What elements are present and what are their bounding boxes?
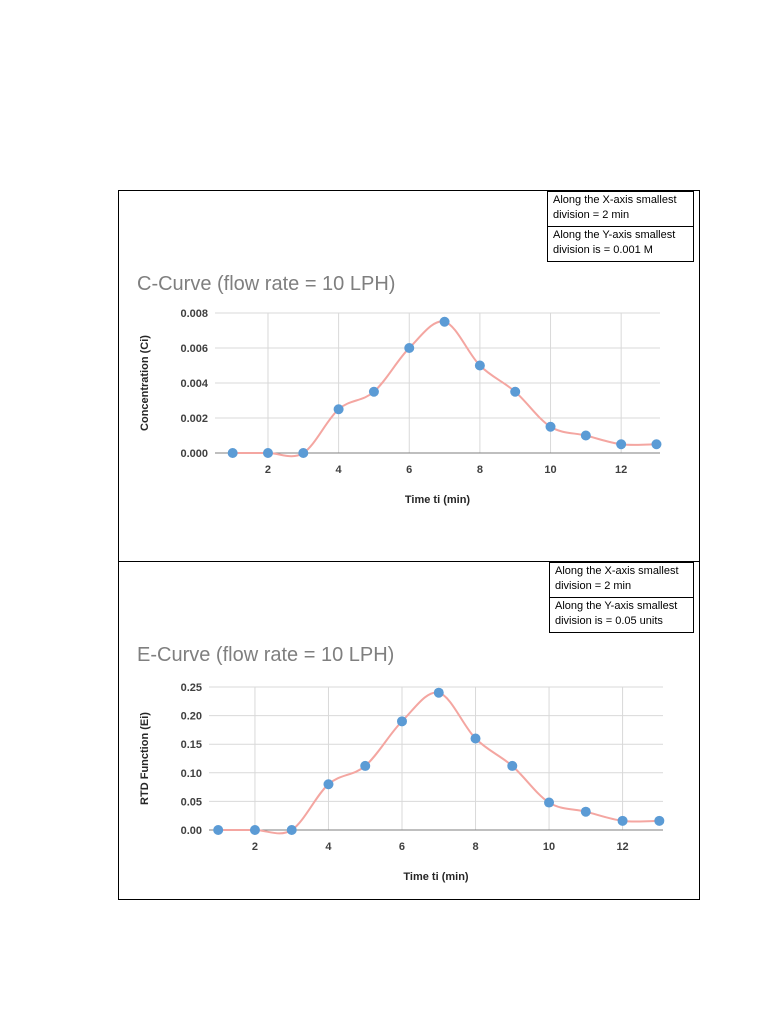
y-division-note: Along the Y-axis smallest division is = …	[547, 226, 694, 262]
y-tick-label: 0.008	[180, 308, 208, 320]
y-tick-label: 0.10	[181, 768, 202, 780]
y-tick-label: 0.00	[181, 825, 202, 837]
c-curve-chart: 0.000 0.002 0.004 0.006 0.008 2 4 6 8 10 12 Time ti…	[139, 308, 662, 506]
y-tick-label: 0.15	[181, 739, 202, 751]
data-point	[470, 733, 481, 744]
x-tick-label: 8	[477, 464, 483, 476]
data-point	[360, 760, 371, 771]
data-point	[286, 825, 297, 835]
e-curve-panel: Along the X-axis smallest division = 2 m…	[118, 561, 700, 900]
y-tick-label: 0.002	[180, 413, 208, 425]
x-tick-label: 10	[543, 841, 555, 853]
e-curve-chart: 0.00 0.05 0.10 0.15 0.20 0.25 2 4 6 8 10 12 Time ti …	[139, 682, 665, 883]
data-point	[510, 386, 521, 397]
data-point	[404, 343, 415, 353]
chart-title: C-Curve (flow rate = 10 LPH)	[137, 273, 396, 295]
data-point	[433, 687, 444, 698]
data-point	[368, 386, 379, 397]
x-tick-label: 4	[336, 464, 343, 476]
data-point	[544, 797, 555, 808]
data-point	[227, 448, 238, 458]
x-tick-label: 12	[615, 464, 627, 476]
data-point	[439, 316, 450, 327]
data-point	[616, 439, 627, 450]
trend-line	[218, 691, 660, 835]
data-point	[298, 448, 309, 458]
data-point	[580, 806, 591, 817]
x-tick-label: 10	[544, 464, 556, 476]
x-tick-label: 6	[406, 464, 412, 476]
y-tick-label: 0.004	[180, 378, 208, 390]
data-point	[507, 760, 518, 771]
data-point	[545, 421, 556, 432]
y-tick-label: 0.05	[181, 796, 202, 808]
data-point	[617, 815, 628, 826]
y-tick-label: 0.20	[181, 711, 202, 723]
x-axis-title: Time ti (min)	[405, 494, 471, 506]
x-axis-title: Time ti (min)	[403, 871, 469, 883]
data-point	[333, 404, 344, 415]
x-tick-label: 2	[252, 841, 258, 853]
x-tick-label: 8	[472, 841, 478, 853]
x-tick-label: 4	[325, 841, 332, 853]
data-point	[580, 430, 591, 441]
data-point	[249, 825, 260, 835]
y-axis-title: Concentration (Ci)	[139, 335, 151, 431]
data-point	[654, 815, 665, 826]
x-division-note: Along the X-axis smallest division = 2 m…	[549, 562, 694, 598]
y-tick-label: 0.25	[181, 682, 202, 694]
y-axis-title: RTD Function (Ei)	[139, 712, 151, 805]
data-point	[262, 448, 273, 458]
c-curve-panel: Along the X-axis smallest division = 2 m…	[118, 190, 700, 562]
chart-title: E-Curve (flow rate = 10 LPH)	[137, 644, 395, 666]
x-tick-label: 12	[616, 841, 628, 853]
x-tick-label: 6	[399, 841, 405, 853]
data-point	[651, 439, 662, 450]
x-division-note: Along the X-axis smallest division = 2 m…	[547, 191, 694, 227]
data-point	[323, 779, 334, 790]
y-tick-label: 0.000	[180, 448, 208, 460]
y-tick-label: 0.006	[180, 343, 208, 355]
x-tick-label: 2	[265, 464, 271, 476]
data-point	[213, 825, 224, 835]
y-division-note: Along the Y-axis smallest division is = …	[549, 597, 694, 633]
data-point	[474, 360, 485, 371]
data-point	[396, 716, 407, 727]
trend-line	[232, 320, 657, 458]
